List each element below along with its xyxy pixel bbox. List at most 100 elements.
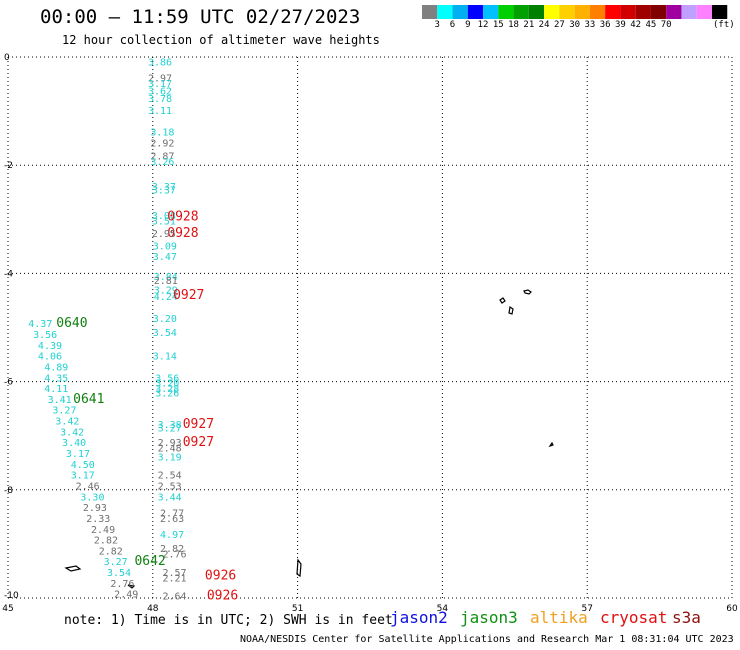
mission-altika: altika xyxy=(530,608,588,627)
scale-swatch xyxy=(620,5,636,19)
wave-height-label: 3.17 xyxy=(66,449,90,460)
wave-height-label: 2.46 xyxy=(76,481,100,492)
scale-swatch xyxy=(422,5,438,19)
wave-height-label: 3.26 xyxy=(150,157,174,168)
scale-label: 9 xyxy=(465,20,471,30)
wave-height-label: 4.97 xyxy=(160,530,184,541)
scale-label: 36 xyxy=(599,20,611,30)
x-tick-label: 54 xyxy=(437,604,449,614)
wave-height-label: 3.37 xyxy=(152,182,176,193)
wave-height-label: 2.53 xyxy=(158,481,182,492)
scale-label: 15 xyxy=(492,20,504,30)
wave-height-label: 4.35 xyxy=(44,373,68,384)
wave-height-label: 2.93 xyxy=(83,503,107,514)
wave-height-label: 2.63 xyxy=(160,514,184,525)
wave-height-label: 3.54 xyxy=(107,568,131,579)
wave-height-label: 3.27 xyxy=(104,557,128,568)
island-outline xyxy=(127,584,136,589)
wave-height-label: 3.78 xyxy=(148,94,172,105)
island-outline xyxy=(508,305,514,315)
wave-height-label: 2.54 xyxy=(158,471,182,482)
pass-time-label: 0928 xyxy=(167,226,198,241)
wave-height-label: 3.19 xyxy=(158,452,182,463)
wave-height-label: 2.97 xyxy=(148,74,172,85)
wave-height-label: 3.17 xyxy=(148,79,172,90)
wave-height-label: 2.95 xyxy=(152,229,176,240)
wave-height-label: 3.20 xyxy=(155,379,179,390)
wave-height-label: 3.09 xyxy=(153,241,177,252)
scale-label: 21 xyxy=(523,20,535,30)
wave-height-label: 3.44 xyxy=(158,492,182,503)
wave-height-label: 2.82 xyxy=(99,546,123,557)
wave-height-label: 3.28 xyxy=(155,384,179,395)
wave-height-label: 4.39 xyxy=(38,341,62,352)
scale-label: 12 xyxy=(477,20,489,30)
wave-height-label: 2.77 xyxy=(160,509,184,520)
scale-swatch xyxy=(483,5,499,19)
wave-height-label: 3.37 xyxy=(152,186,176,197)
pass-time-label: 0640 xyxy=(56,316,87,331)
island-outline xyxy=(64,565,82,572)
wave-height-label: 3.47 xyxy=(153,252,177,263)
island-outline xyxy=(548,441,554,448)
pass-time-label: 0927 xyxy=(183,417,214,432)
wave-height-label: 3.56 xyxy=(33,330,57,341)
scale-swatch xyxy=(574,5,590,19)
wave-height-label: 3.42 xyxy=(55,417,79,428)
scale-swatch xyxy=(635,5,651,19)
wave-height-label: 2.49 xyxy=(114,590,138,601)
scale-swatch xyxy=(589,5,606,19)
wave-height-label: 3.40 xyxy=(62,438,86,449)
wave-height-label: 2.21 xyxy=(162,573,186,584)
mission-s3a: s3a xyxy=(672,608,701,627)
scale-label: 33 xyxy=(584,20,596,30)
pass-time-label: 0927 xyxy=(173,288,204,303)
pass-time-label: 0926 xyxy=(207,588,238,603)
y-tick-label: -10 xyxy=(4,591,19,601)
scale-label: 42 xyxy=(630,20,642,30)
island-outline xyxy=(296,558,302,578)
wave-height-label: 3.62 xyxy=(148,87,172,98)
wave-height-label: 3.17 xyxy=(71,471,95,482)
wave-height-label: 3.18 xyxy=(150,128,174,139)
wave-height-label: 4.50 xyxy=(71,460,95,471)
scale-unit: (ft) xyxy=(713,20,735,30)
scale-label: 70 xyxy=(660,20,672,30)
scale-swatch xyxy=(467,5,484,19)
wave-height-label: 2.33 xyxy=(86,514,110,525)
wave-height-label: 3.41 xyxy=(48,395,72,406)
wave-height-label: 2.49 xyxy=(91,525,115,536)
scale-swatch xyxy=(681,5,697,19)
wave-height-label: 2.76 xyxy=(110,579,134,590)
wave-height-label: 2.82 xyxy=(160,544,184,555)
y-tick-label: -6 xyxy=(4,378,13,388)
mission-jason3: jason3 xyxy=(460,608,518,627)
mission-cryosat: cryosat xyxy=(600,608,668,627)
scale-swatch xyxy=(666,5,682,19)
wave-height-label: 3.14 xyxy=(153,352,177,363)
credit-line: NOAA/NESDIS Center for Satellite Applica… xyxy=(240,634,734,645)
wave-height-label: 3.29 xyxy=(154,286,178,297)
island-outline xyxy=(523,289,532,295)
wave-height-label: 3.51 xyxy=(152,216,176,227)
footnote: note: 1) Time is in UTC; 2) SWH is in fe… xyxy=(64,613,393,628)
wave-height-label: 4.11 xyxy=(44,384,68,395)
wave-height-label: 3.54 xyxy=(153,328,177,339)
wave-height-label: 3.26 xyxy=(155,388,179,399)
x-tick-label: 51 xyxy=(292,604,303,614)
pass-time-label: 0642 xyxy=(134,554,165,569)
page-title: 00:00 – 11:59 UTC 02/27/2023 xyxy=(40,6,361,28)
x-tick-label: 48 xyxy=(147,604,159,614)
wave-height-label: 3.86 xyxy=(148,57,172,68)
scale-label: 24 xyxy=(538,20,550,30)
x-tick-label: 45 xyxy=(2,604,13,614)
wave-height-label: 3.38 xyxy=(158,420,182,431)
wave-height-label: 2.76 xyxy=(162,550,186,561)
pass-time-label: 0928 xyxy=(167,210,198,225)
scale-swatch xyxy=(513,5,529,19)
scale-label: 3 xyxy=(434,20,440,30)
wave-height-label: 2.87 xyxy=(150,151,174,162)
wave-height-label: 3.11 xyxy=(148,106,172,117)
wave-height-label: 2.48 xyxy=(158,444,182,455)
scale-label: 39 xyxy=(614,20,626,30)
